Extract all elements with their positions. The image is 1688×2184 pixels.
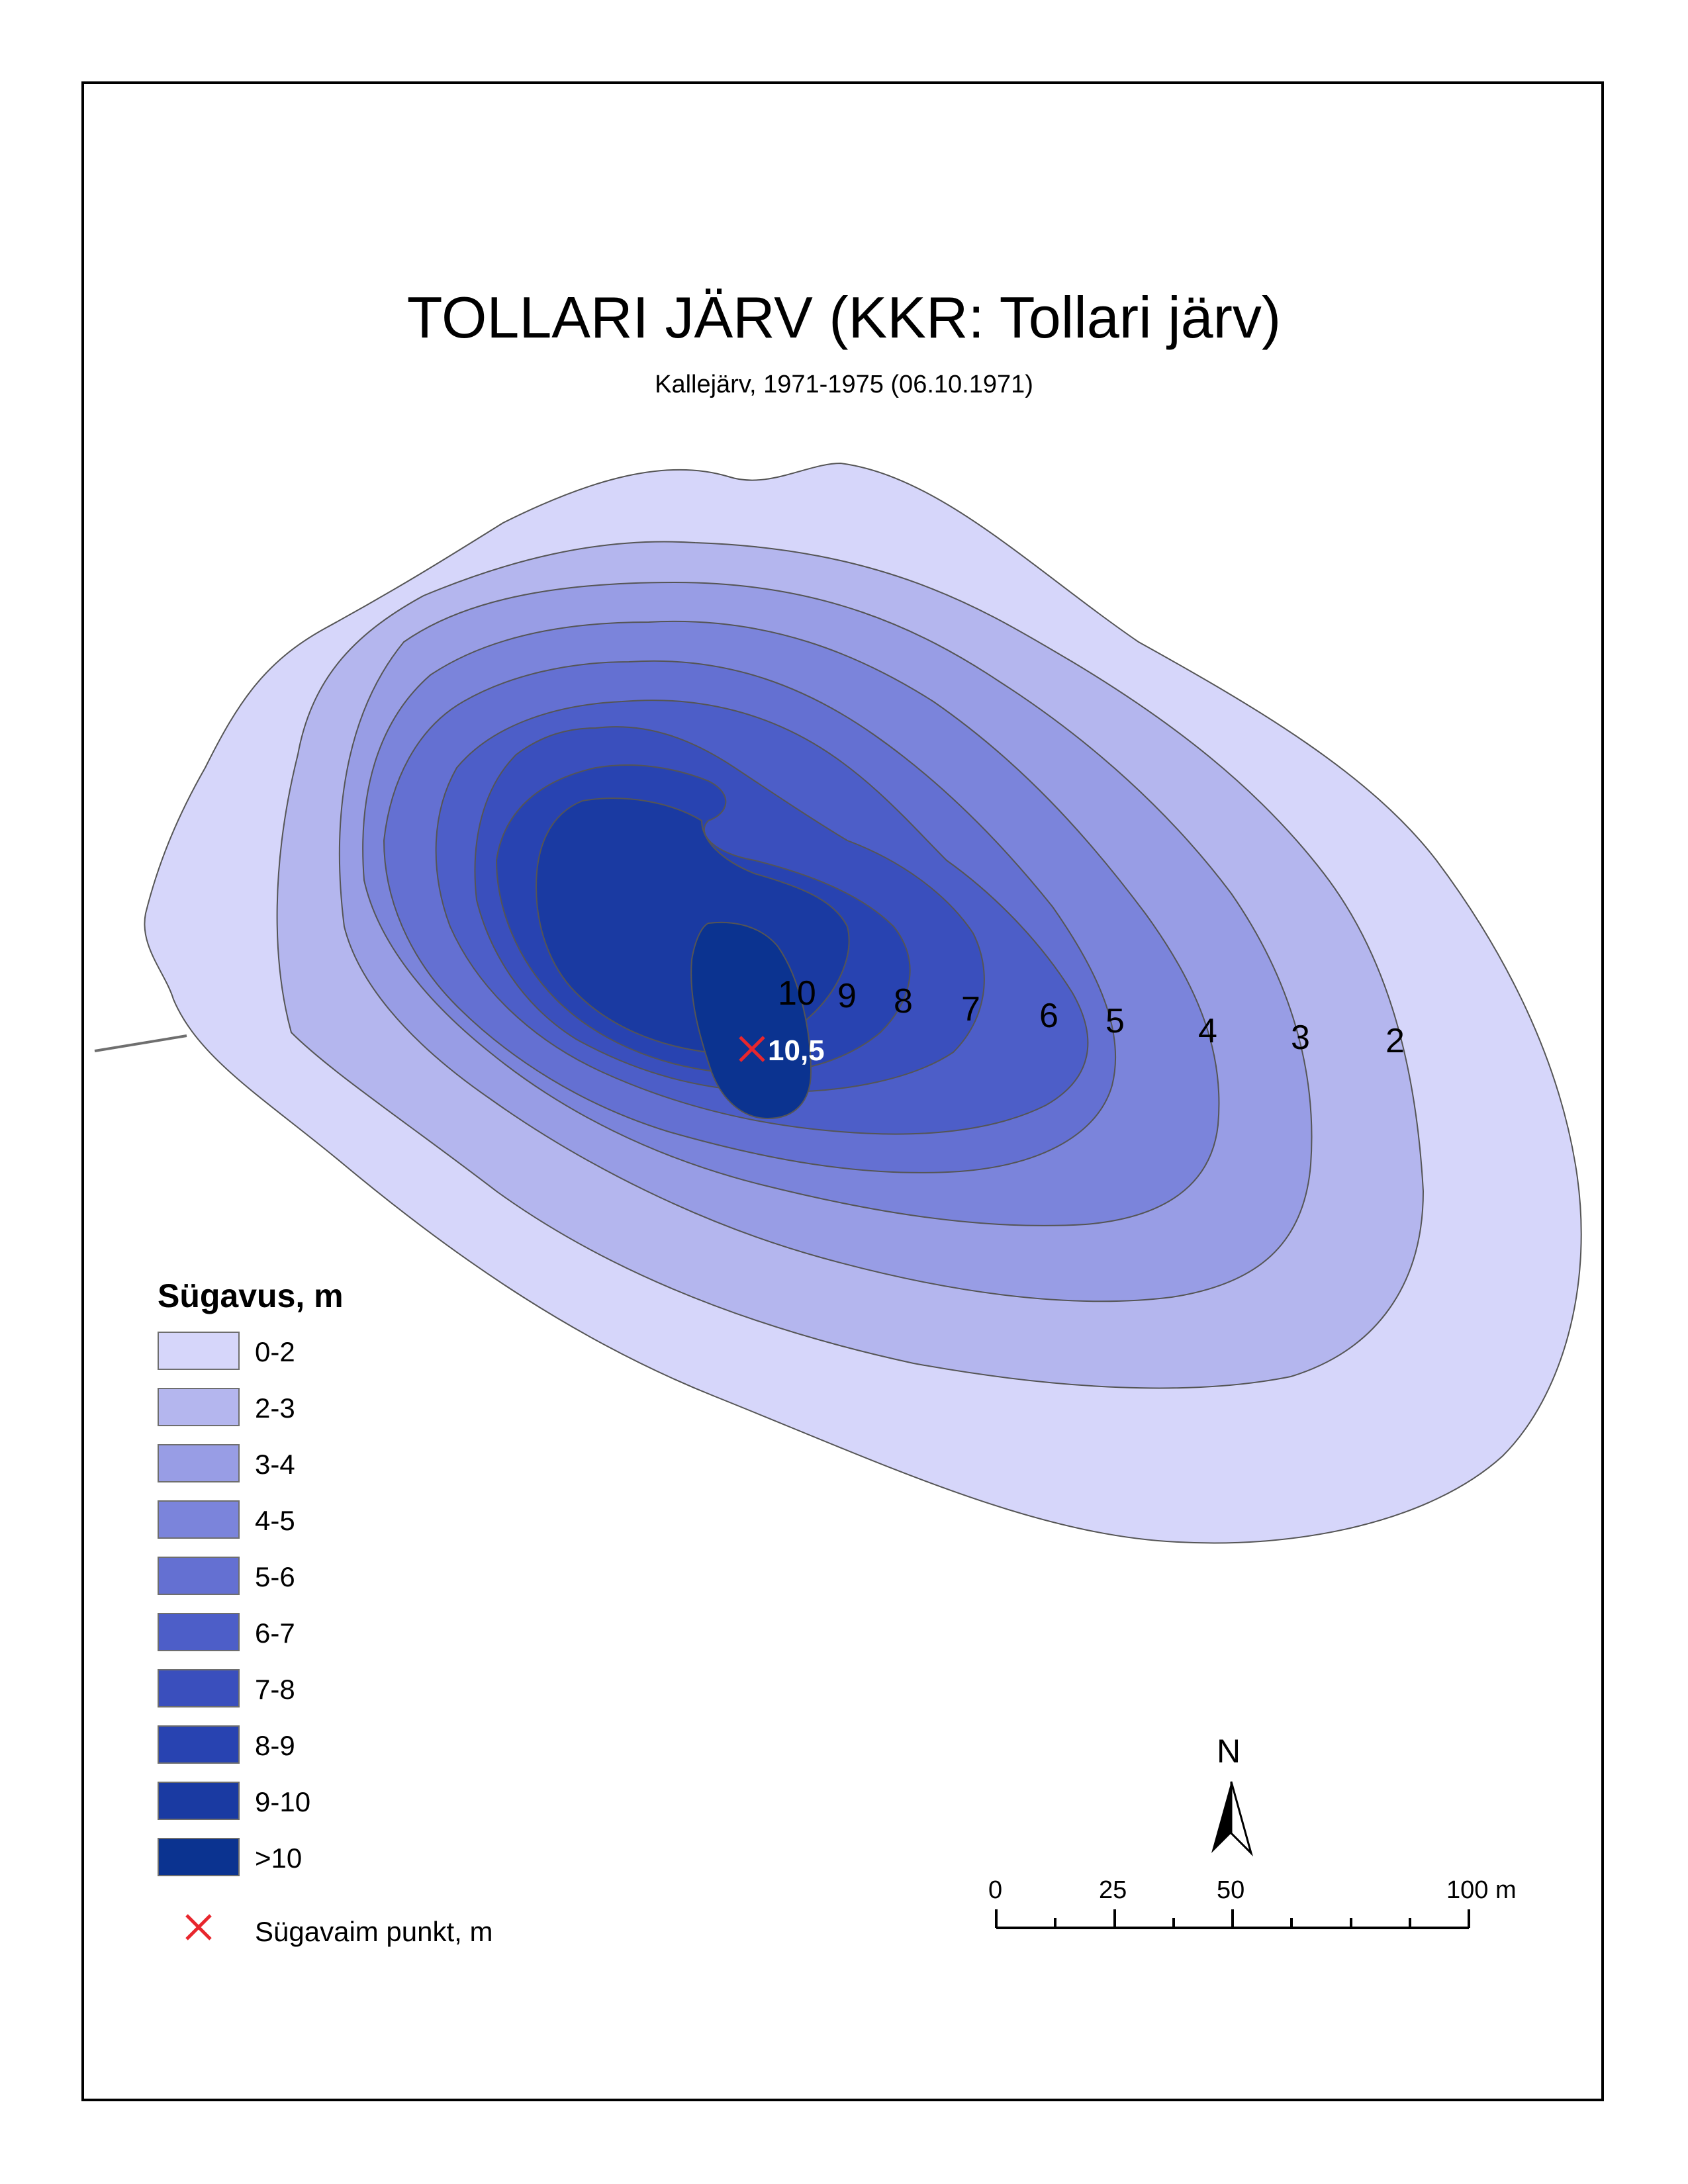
legend-label: 4-5: [255, 1505, 295, 1536]
legend-label: 3-4: [255, 1449, 295, 1480]
legend-item-deepest-point: Sügavaim punkt, m: [158, 1913, 621, 1952]
legend-swatch: [158, 1557, 240, 1595]
contour-label-3: 3: [1291, 1019, 1310, 1057]
legend-swatch: [158, 1838, 240, 1876]
contour-label-5: 5: [1105, 1002, 1125, 1040]
legend-label: 7-8: [255, 1674, 295, 1705]
deepest-point-cross-icon: [185, 1914, 212, 1940]
legend-swatch: [158, 1782, 240, 1820]
legend-label: 2-3: [255, 1392, 295, 1424]
map-frame: [81, 81, 1604, 2101]
contour-label-7: 7: [961, 990, 980, 1028]
legend-label: 6-7: [255, 1617, 295, 1649]
legend-swatch: [158, 1444, 240, 1482]
scale-label-0: 0: [988, 1876, 1003, 1904]
legend-swatch: [158, 1332, 240, 1370]
legend-title: Sügavus, m: [158, 1277, 344, 1314]
contour-label-2: 2: [1385, 1022, 1405, 1060]
contour-label-10: 10: [778, 974, 816, 1013]
legend-swatch: [158, 1613, 240, 1651]
legend-swatch: [158, 1669, 240, 1707]
scale-label-50: 50: [1217, 1876, 1245, 1904]
contour-label-8: 8: [894, 982, 913, 1021]
scale-label-100: 100 m: [1446, 1876, 1517, 1904]
legend-label: 0-2: [255, 1336, 295, 1367]
legend-label: 8-9: [255, 1730, 295, 1761]
depth-zone-over-10: [690, 921, 812, 1120]
contour-label-9: 9: [837, 977, 857, 1015]
north-arrow-icon: [1211, 1781, 1253, 1857]
map-title: TOLLARI JÄRV (KKR: Tollari järv): [406, 285, 1282, 350]
contour-label-6: 6: [1039, 997, 1058, 1035]
north-arrow-label: N: [1217, 1733, 1241, 1770]
contour-label-4: 4: [1198, 1012, 1217, 1050]
legend-swatch: [158, 1388, 240, 1426]
legend-deepest-label: Sügavaim punkt, m: [255, 1916, 493, 1947]
scale-label-25: 25: [1099, 1876, 1127, 1904]
deepest-point-value: 10,5: [768, 1034, 825, 1067]
inlet-stream: [94, 1034, 187, 1052]
legend-swatch: [158, 1500, 240, 1539]
legend-label: 9-10: [255, 1786, 311, 1817]
legend-swatch: [158, 1725, 240, 1764]
scale-bar: [995, 1909, 1470, 1929]
legend-label: >10: [255, 1843, 303, 1874]
legend-label: 5-6: [255, 1561, 295, 1592]
deepest-point-cross-icon: [739, 1036, 765, 1062]
map-subtitle: Kallejärv, 1971-1975 (06.10.1971): [655, 371, 1033, 398]
